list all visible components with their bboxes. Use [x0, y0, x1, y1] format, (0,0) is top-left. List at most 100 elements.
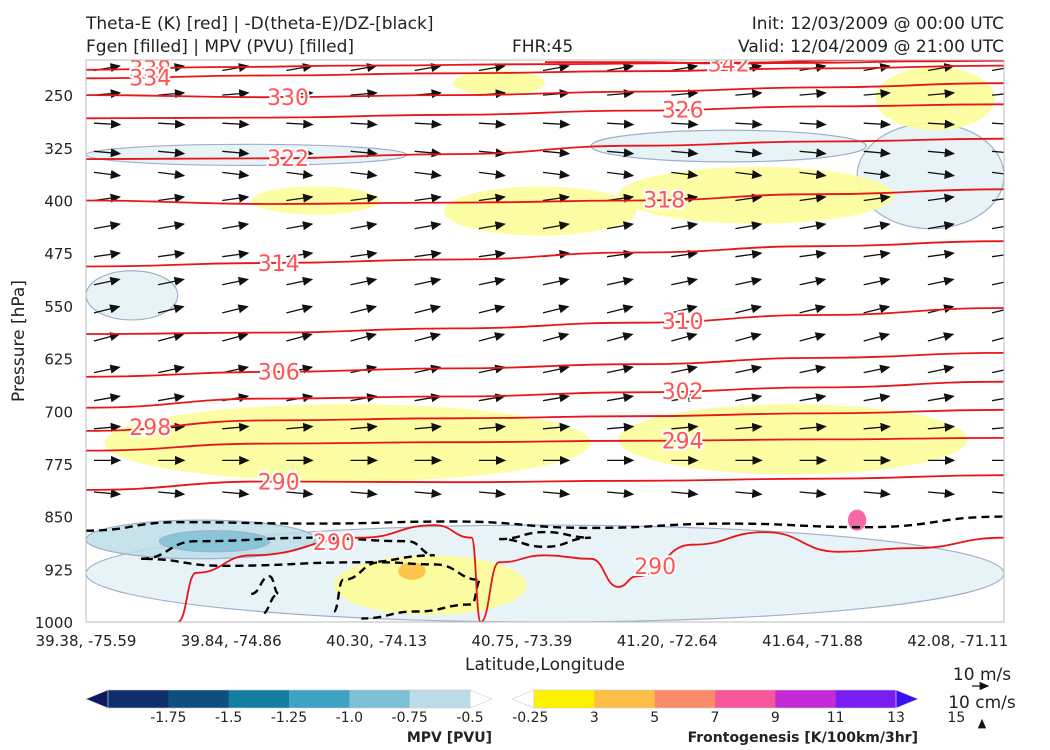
x-tick-label: 39.84, -74.86	[181, 632, 282, 650]
wind-vector	[991, 281, 1004, 286]
theta-e-contour	[177, 524, 482, 622]
theta-e-contour-label: 294	[662, 429, 704, 454]
wind-vector	[735, 221, 763, 231]
wind-vector	[478, 393, 506, 403]
wind-vector	[671, 393, 699, 403]
mpv-region	[86, 270, 179, 321]
mpv-colorbar: -1.75 -1.5 -1.25 -1.0 -0.75 -0.5 -0.25	[85, 689, 548, 726]
wind-vector	[735, 169, 763, 179]
wind-vector	[927, 276, 955, 286]
wind-vector	[478, 221, 506, 231]
colorbar-tick-label: -1.0	[336, 710, 363, 726]
colorbar-segment	[534, 690, 595, 708]
wind-vector	[799, 304, 827, 314]
wind-vector	[542, 276, 570, 286]
x-axis-label: Latitude,Longitude	[465, 655, 625, 675]
wind-vector	[671, 276, 698, 286]
wind-vector	[478, 488, 507, 499]
wind-vector	[158, 488, 186, 499]
wind-vector	[286, 148, 314, 158]
wind-vector	[671, 488, 699, 499]
wind-vector	[478, 249, 506, 259]
wind-vector	[863, 393, 891, 403]
frontogenesis-region	[453, 70, 545, 96]
wind-vector	[863, 169, 891, 179]
wind-vector	[799, 169, 827, 179]
wind-vector	[863, 89, 891, 99]
wind-vector	[478, 63, 506, 73]
mpv-colorbar-label: MPV [PVU]	[407, 730, 492, 746]
wind-vector	[799, 249, 827, 259]
wind-vector	[542, 488, 571, 499]
wind-vector	[93, 422, 122, 432]
colorbar-extend	[511, 689, 535, 709]
wind-vector	[286, 488, 314, 499]
wind-vector	[350, 89, 378, 99]
colorbar-tick-label: -1.75	[150, 710, 186, 726]
title-line1: Theta-E (K) [red] | -D(theta-E)/DZ-[blac…	[86, 14, 434, 34]
wind-vector	[863, 304, 891, 314]
wind-vector	[222, 276, 249, 286]
theta-e-contour	[545, 60, 1004, 65]
mpv-region	[86, 524, 1004, 622]
frontogenesis-region	[251, 186, 380, 215]
colorbar-segment	[228, 690, 290, 708]
wind-vector	[542, 169, 571, 179]
wind-vector	[927, 148, 956, 158]
colorbar-segment	[108, 690, 169, 708]
fhr-label: FHR:45	[512, 37, 574, 57]
wind-vector	[93, 364, 121, 374]
colorbar-tick-label: 7	[711, 710, 720, 726]
wind-vector	[927, 488, 956, 499]
wind-vector	[414, 276, 442, 286]
theta-e-contour-label: 318	[643, 189, 685, 214]
wind-vector	[927, 364, 955, 374]
y-tick-label: 925	[44, 561, 73, 579]
wind-vector	[735, 119, 763, 129]
wind-vector	[991, 427, 1004, 430]
wind-vector	[671, 119, 699, 129]
x-tick-label: 41.64, -71.88	[762, 632, 863, 650]
wind-vector	[735, 393, 763, 403]
y-tick-label: 625	[44, 351, 73, 369]
colorbar-frame	[107, 689, 471, 709]
frontogenesis-region	[847, 509, 867, 531]
wind-vector	[671, 304, 698, 314]
frontogenesis-colorbar: 3 5 7 9 11 13 15	[511, 689, 965, 726]
wind-vector	[93, 169, 122, 179]
wind-vector	[542, 332, 570, 342]
wind-vector	[414, 63, 442, 73]
wind-vector	[350, 221, 378, 231]
wind-vector	[991, 67, 1004, 72]
wind-vector	[414, 221, 442, 231]
wind-vector	[735, 332, 762, 342]
wind-vector	[606, 364, 634, 374]
wind-vector	[222, 488, 250, 499]
colorbar-segment	[289, 690, 350, 708]
stability-contour	[141, 536, 435, 568]
wind-vector	[735, 304, 762, 314]
stability-contour	[499, 530, 591, 549]
wind-vector	[799, 276, 827, 286]
theta-e-contour	[86, 474, 1004, 491]
wind-vector	[158, 169, 186, 179]
theta-e-contour	[86, 380, 1004, 409]
wind-vector	[671, 148, 699, 158]
colorbar-segment	[349, 690, 411, 708]
wind-vector	[350, 148, 378, 158]
x-tick-label: 41.20, -72.64	[617, 632, 718, 650]
mpv-region	[86, 143, 408, 166]
wind-vector	[286, 89, 314, 99]
wind-vector	[927, 422, 956, 432]
wind-vector	[799, 422, 827, 432]
wind-vector	[863, 422, 891, 432]
wind-vector	[799, 393, 827, 403]
theta-e-contour-label: 314	[258, 252, 300, 277]
wind-vector	[735, 193, 763, 203]
wind-vector	[927, 221, 955, 231]
wind-vector	[927, 193, 955, 203]
wind-vector	[799, 193, 827, 203]
wind-vector	[157, 332, 185, 342]
wind-vector	[93, 488, 122, 499]
wind-vector	[735, 422, 763, 432]
